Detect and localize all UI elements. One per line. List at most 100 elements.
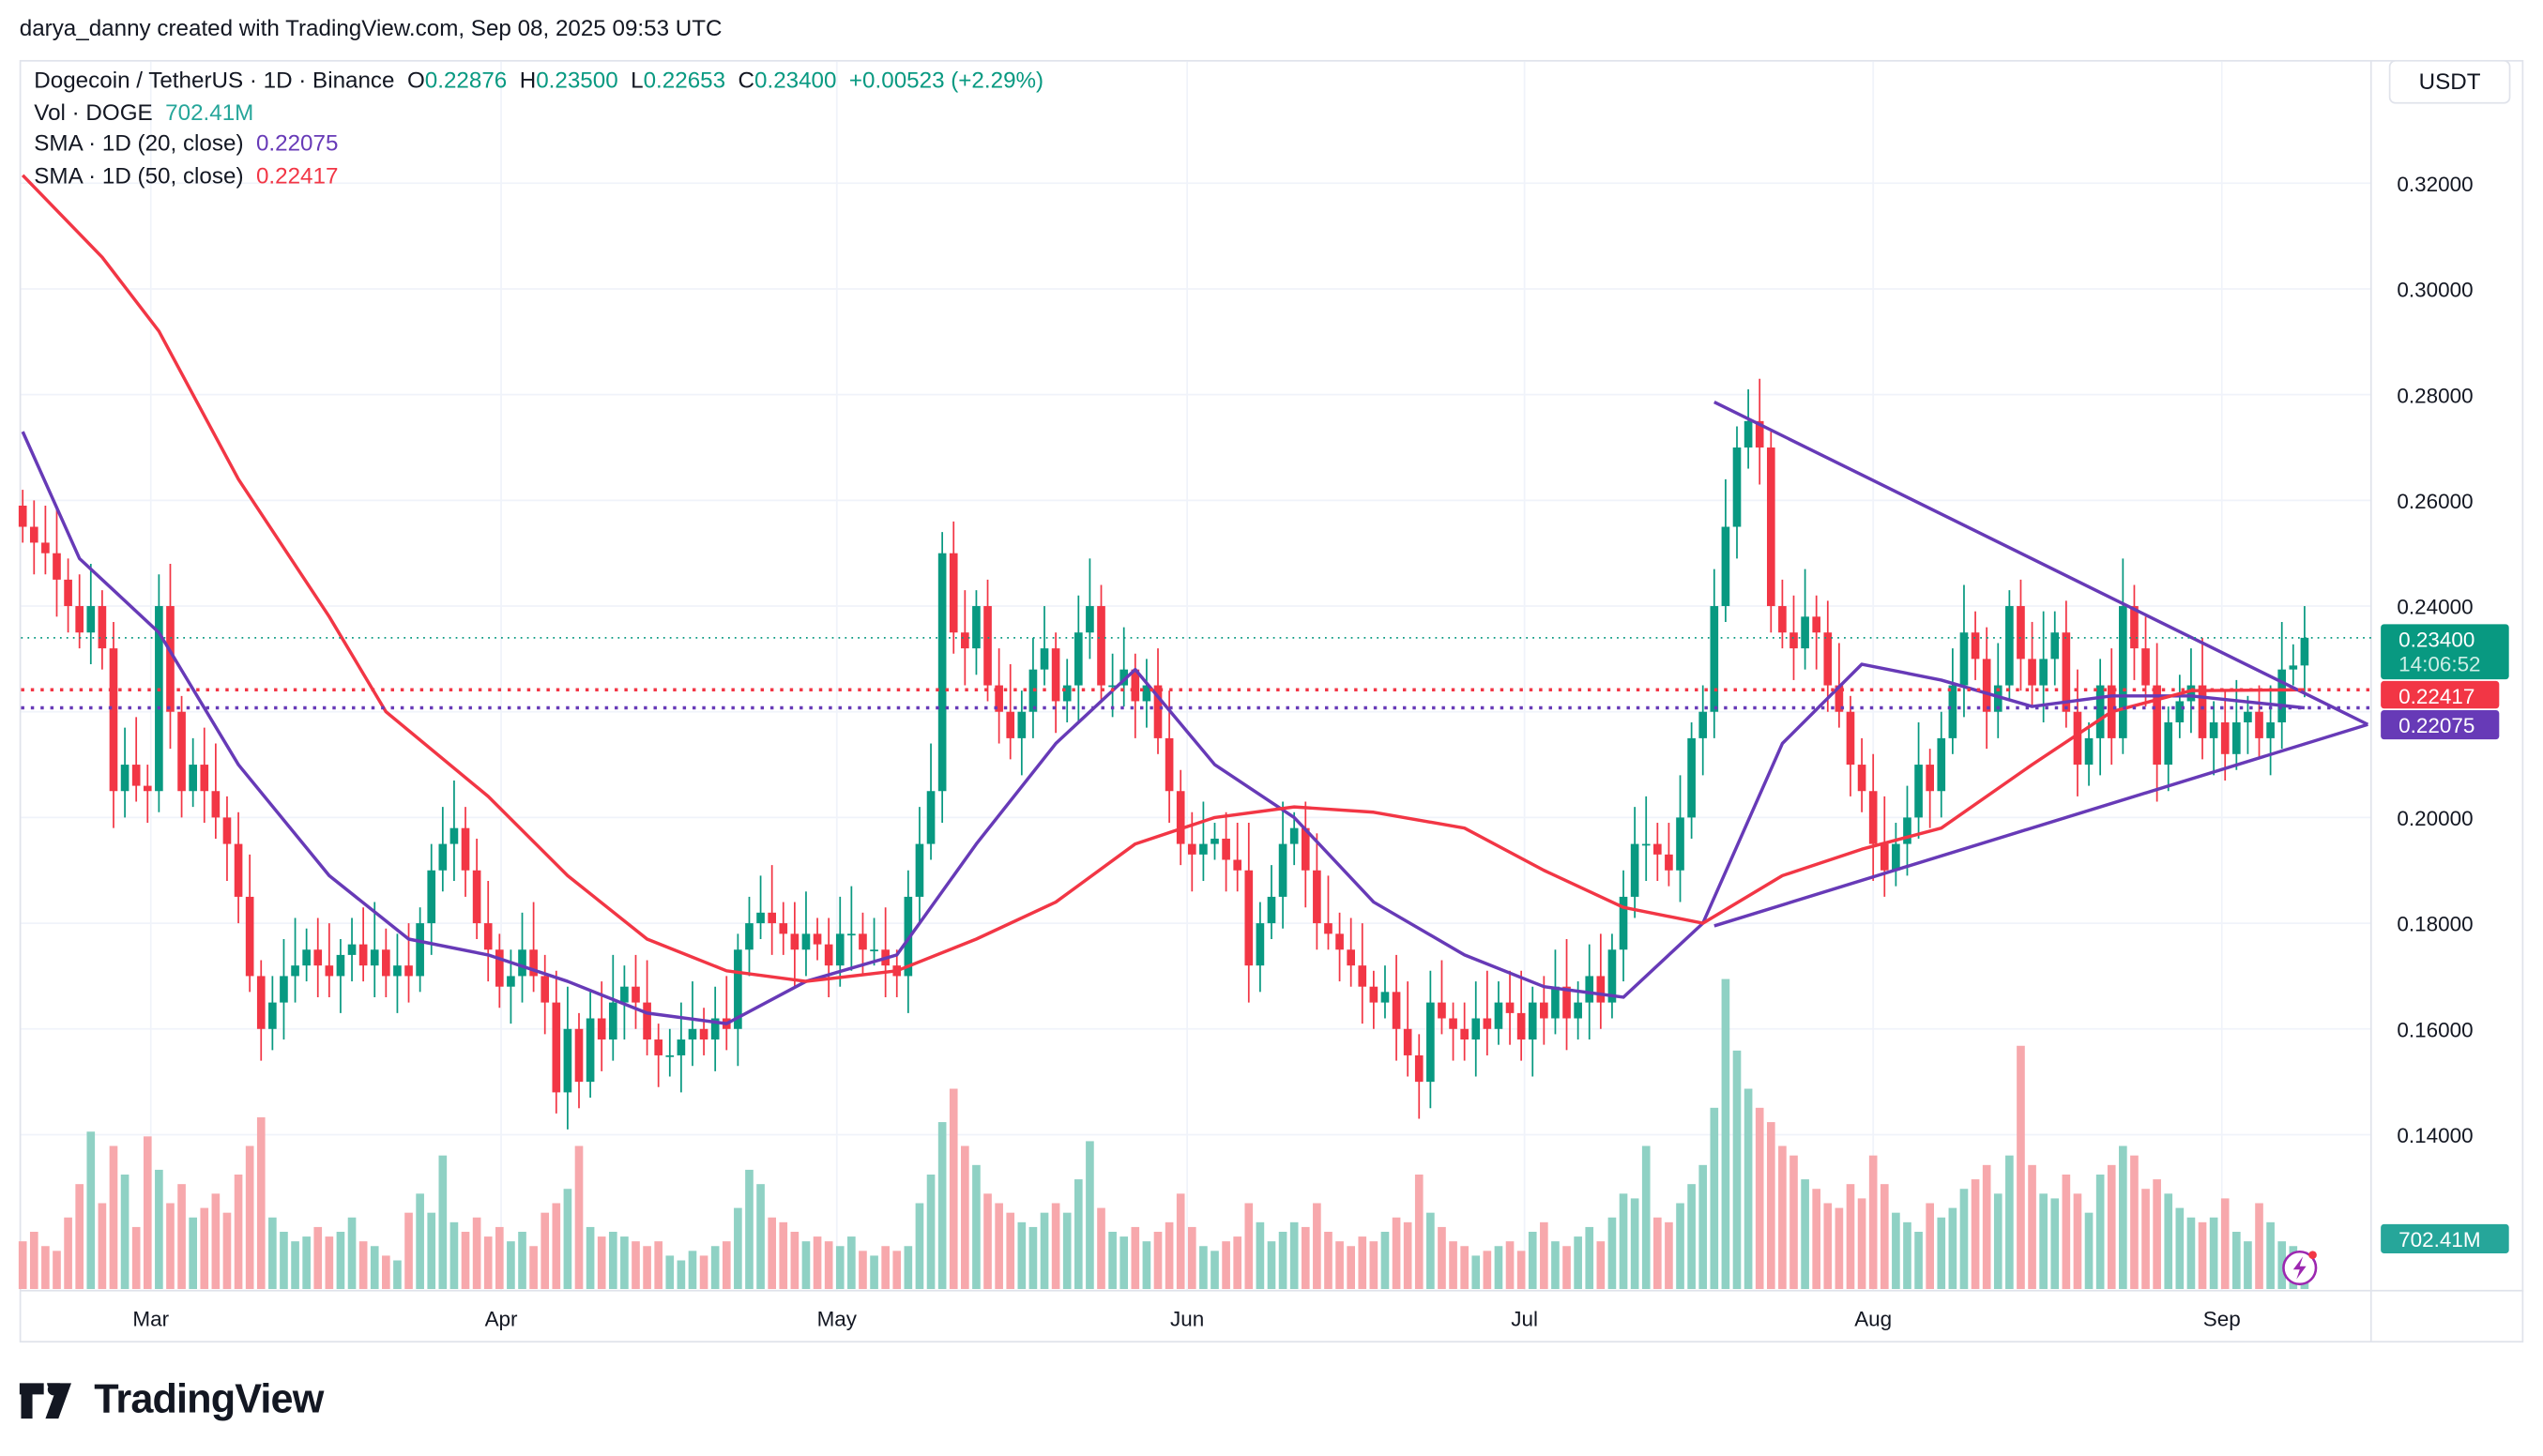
- volume-bar: [280, 1231, 288, 1289]
- candle-body: [1086, 606, 1094, 633]
- legend: Dogecoin / TetherUS · 1D · Binance O0.22…: [34, 65, 1043, 192]
- candle-body: [1641, 843, 1651, 846]
- volume-bar: [961, 1145, 969, 1289]
- candle-body: [1857, 765, 1866, 792]
- candle-body: [1347, 949, 1355, 966]
- candle-body: [1982, 659, 1991, 712]
- volume-bar: [1449, 1241, 1457, 1289]
- volume-bar: [1006, 1212, 1015, 1289]
- volume-bar: [1108, 1231, 1117, 1289]
- candle-body: [972, 606, 981, 649]
- candle-body: [552, 1002, 561, 1093]
- volume-bar: [2266, 1221, 2275, 1289]
- currency-button[interactable]: USDT: [2388, 59, 2511, 104]
- candle-body: [541, 976, 550, 1003]
- legend-volume[interactable]: Vol · DOGE 702.41M: [34, 97, 1043, 129]
- candle-body: [347, 944, 357, 955]
- volume-bar: [1528, 1231, 1537, 1289]
- volume-bar: [1926, 1203, 1934, 1289]
- volume-bar: [382, 1255, 390, 1289]
- volume-bar: [2073, 1193, 2082, 1289]
- volume-bar: [109, 1145, 118, 1289]
- candle-body: [1187, 843, 1196, 855]
- volume-bar: [1403, 1221, 1412, 1289]
- volume-bar: [1653, 1217, 1662, 1289]
- volume-bar: [2198, 1221, 2207, 1289]
- candle-body: [1540, 1002, 1548, 1019]
- candle-body: [1369, 986, 1378, 1003]
- sma20-price-tag-bg: [2381, 709, 2500, 740]
- candle-body: [2232, 721, 2241, 754]
- candle-body: [1358, 965, 1367, 987]
- volume-bar: [64, 1217, 72, 1289]
- candle-body: [1778, 606, 1787, 633]
- volume-bar: [847, 1236, 856, 1289]
- candle-body: [1051, 648, 1060, 702]
- volume-bar: [1641, 1145, 1651, 1289]
- volume-bar: [472, 1217, 481, 1289]
- volume-bar: [234, 1175, 243, 1289]
- candle-body: [1414, 1054, 1424, 1083]
- candle-body: [302, 949, 311, 966]
- candle-body: [1801, 616, 1809, 649]
- candle-body: [710, 1018, 720, 1040]
- sma50-price-tag-text: 0.22417: [2398, 685, 2474, 708]
- candle-body: [1335, 933, 1344, 950]
- volume-bar: [2153, 1179, 2161, 1289]
- volume-bar: [983, 1193, 992, 1289]
- volume-bar: [2005, 1155, 2014, 1289]
- candle-body: [177, 711, 186, 792]
- high-label: H: [519, 66, 537, 93]
- volume-bar: [870, 1255, 878, 1289]
- candle-body: [1721, 526, 1730, 607]
- volume-bar: [41, 1246, 50, 1289]
- candle-body: [1153, 685, 1163, 738]
- volume-bar: [1199, 1246, 1208, 1289]
- candle-body: [1313, 870, 1321, 924]
- volume-bar: [1131, 1226, 1140, 1289]
- candle-body: [1755, 420, 1764, 448]
- symbol-title[interactable]: Dogecoin / TetherUS · 1D · Binance: [34, 66, 395, 93]
- candle-body: [1812, 616, 1821, 633]
- triangle-trendline: [1713, 401, 2369, 726]
- low-label: L: [631, 66, 644, 93]
- legend-sma50[interactable]: SMA · 1D (50, close) 0.22417: [34, 160, 1043, 192]
- candle-body: [1959, 632, 1969, 686]
- volume-bar: [1187, 1226, 1196, 1289]
- candle-body: [1868, 791, 1878, 844]
- candle-body: [983, 606, 992, 686]
- candle-body: [1880, 843, 1889, 871]
- legend-sma20[interactable]: SMA · 1D (20, close) 0.22075: [34, 129, 1043, 160]
- price-tick-label: 0.14000: [2397, 1124, 2473, 1147]
- volume-bar: [1676, 1203, 1684, 1289]
- sma20-label: SMA · 1D (20, close): [34, 129, 244, 157]
- candle-body: [870, 949, 878, 951]
- candle-body: [1131, 669, 1140, 702]
- price-tick-label: 0.20000: [2397, 807, 2473, 830]
- volume-bar: [734, 1207, 742, 1289]
- last-price-tag-bg: [2381, 624, 2509, 680]
- candle-body: [41, 542, 50, 554]
- candle-body: [1222, 838, 1230, 860]
- volume-bar: [53, 1251, 61, 1289]
- candle-body: [2255, 711, 2263, 738]
- candle-body: [1494, 1002, 1503, 1029]
- volume-bar: [1516, 1251, 1526, 1289]
- sma50-label: SMA · 1D (50, close): [34, 162, 244, 189]
- volume-bar: [859, 1251, 867, 1289]
- candle-body: [1914, 765, 1923, 818]
- high-value: 0.23500: [536, 66, 618, 93]
- candle-body: [1710, 606, 1719, 712]
- volume-bar: [358, 1241, 368, 1289]
- volume-bar: [677, 1260, 686, 1289]
- volume-bar: [1914, 1231, 1923, 1289]
- volume-bar: [2107, 1164, 2116, 1289]
- volume-bar: [574, 1145, 584, 1289]
- volume-bar: [1222, 1241, 1230, 1289]
- lightning-icon[interactable]: [2282, 1250, 2318, 1286]
- candle-body: [143, 785, 152, 792]
- volume-bar: [835, 1246, 845, 1289]
- volume-bar: [904, 1246, 913, 1289]
- candle-body: [654, 1039, 663, 1055]
